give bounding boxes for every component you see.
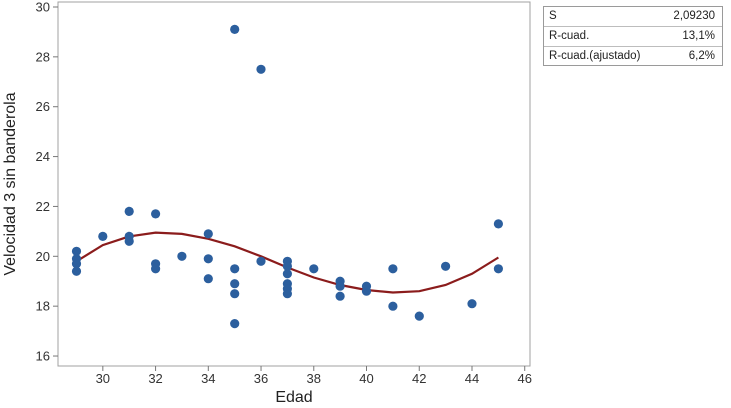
y-axis: 16 18 20 22 24 26 28 30 [36,0,58,364]
data-point [282,289,292,299]
data-point [203,274,213,284]
data-point [256,256,266,266]
data-point [203,229,213,239]
data-point [467,299,477,309]
x-tick-label: 34 [201,371,215,386]
x-tick-label: 32 [148,371,162,386]
stat-label: R-cuad. [549,30,590,42]
data-point [493,219,503,229]
data-point [388,301,398,311]
model-summary-table: S 2,09230 R-cuad. 13,1% R-cuad.(ajustado… [543,6,723,66]
stat-label: R-cuad.(ajustado) [549,50,641,62]
x-tick-label: 36 [254,371,268,386]
data-point [230,319,240,329]
stat-row-r-squared: R-cuad. 13,1% [544,27,722,47]
x-tick-label: 44 [465,371,479,386]
data-point [177,251,187,261]
x-axis: 30 32 34 36 38 40 42 44 46 [96,366,532,386]
x-tick-label: 46 [517,371,531,386]
data-point [71,266,82,276]
data-point [124,236,134,246]
stat-label: S [549,10,557,22]
data-point [230,279,240,289]
y-tick-label: 22 [36,199,50,214]
data-point [151,264,161,274]
y-tick-label: 30 [36,0,50,14]
stat-value: 13,1% [682,30,715,42]
data-point [230,289,240,299]
data-point [98,231,108,241]
y-axis-title: Velocidad 3 sin banderola [2,92,19,275]
data-point [230,24,240,34]
y-tick-label: 20 [36,249,50,264]
data-point [124,206,134,216]
data-point [335,281,345,291]
data-point [71,259,82,269]
y-tick-label: 28 [36,49,50,64]
x-tick-label: 30 [96,371,110,386]
stat-value: 6,2% [688,50,715,62]
stat-row-s: S 2,09230 [544,7,722,27]
data-point [282,269,292,279]
data-point [335,291,345,301]
stat-row-r-squared-adjusted: R-cuad.(ajustado) 6,2% [544,47,722,66]
data-point [151,209,161,219]
data-point [256,64,266,74]
data-point [230,264,240,274]
x-tick-label: 42 [412,371,426,386]
x-axis-title: Edad [275,389,312,406]
data-point [282,261,292,271]
data-point [414,311,424,321]
data-point [203,254,213,264]
data-point [493,264,503,274]
y-tick-label: 24 [36,149,50,164]
data-point [71,246,82,256]
plot-area [57,1,531,367]
data-point [361,286,372,296]
stat-value: 2,09230 [673,10,715,22]
data-points [71,24,503,329]
y-tick-label: 18 [36,299,50,314]
y-tick-label: 26 [36,99,50,114]
data-point [309,264,319,274]
data-point [441,261,451,271]
y-tick-label: 16 [36,349,50,364]
x-tick-label: 40 [359,371,373,386]
data-point [388,264,398,274]
x-tick-label: 38 [307,371,321,386]
